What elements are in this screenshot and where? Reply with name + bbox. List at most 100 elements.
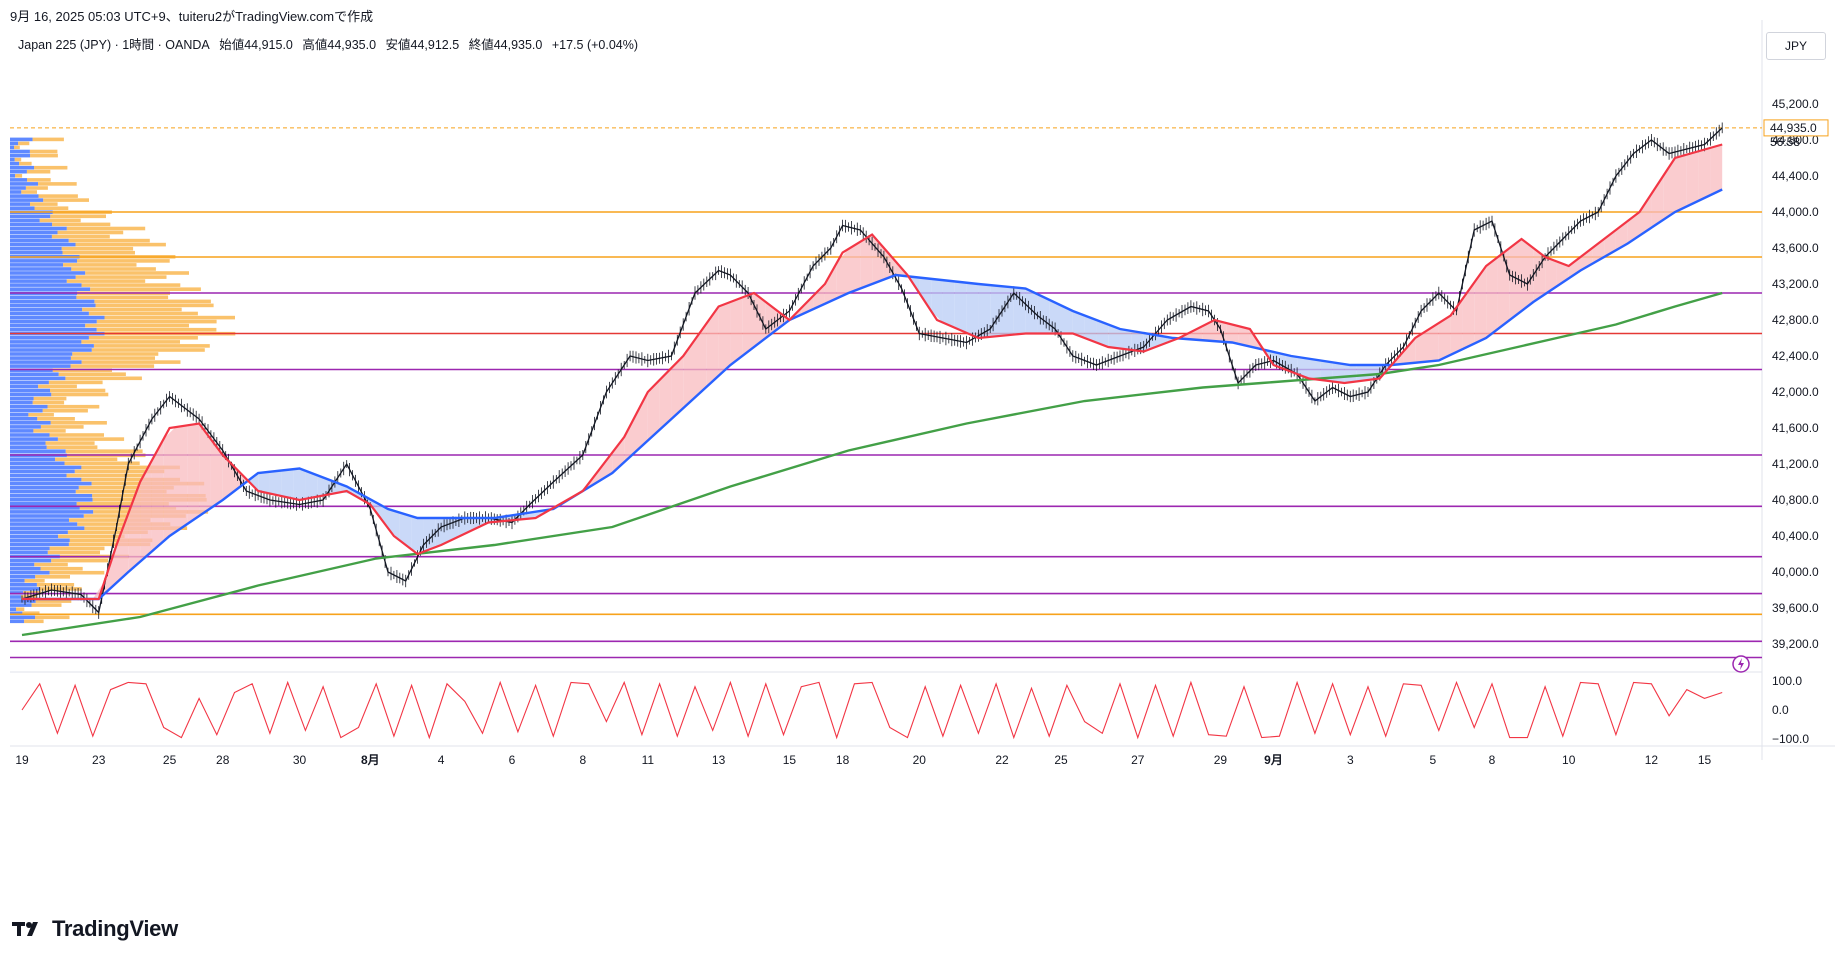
volume-profile-bar-down [77, 259, 170, 263]
ohlc-open: 始値44,915.0 [219, 38, 293, 52]
currency-selector[interactable]: JPY [1766, 32, 1826, 60]
volume-profile-bar-up [10, 477, 82, 482]
ema-cloud-segment [1698, 147, 1711, 201]
ema-cloud-segment [1415, 330, 1427, 363]
volume-profile-bar-up [10, 214, 51, 219]
volume-profile-bar-down [34, 165, 68, 170]
volume-profile-bar-down [82, 307, 182, 312]
volume-profile-bar-down [47, 550, 100, 555]
x-tick-label: 11 [642, 753, 655, 767]
volume-profile-bar-down [16, 607, 25, 611]
ema-cloud-segment [659, 368, 672, 430]
volume-profile-bar-down [35, 575, 70, 579]
ema-cloud-segment [718, 302, 731, 376]
volume-profile-bar-up [10, 489, 76, 494]
ema-cloud-segment [966, 282, 979, 338]
volume-profile-bar-up [10, 384, 39, 389]
ema-cloud-segment [1061, 305, 1073, 334]
volume-profile-bar-up [10, 246, 62, 251]
ema-cloud-segment [1710, 144, 1723, 196]
volume-profile-bar-down [66, 226, 146, 231]
symbol-name[interactable]: Japan 225 (JPY) · 1時間 · OANDA [18, 38, 210, 52]
volume-profile-bar-down [104, 315, 235, 320]
ema-cloud-segment [1084, 315, 1097, 343]
volume-profile-bar-up [10, 469, 75, 474]
volume-profile-bar-down [30, 153, 58, 158]
ema-cloud-segment [1438, 315, 1451, 361]
volume-profile-bar-down [72, 352, 159, 356]
ema-cloud-segment [1403, 338, 1416, 364]
volume-profile-bar-up [10, 502, 77, 506]
y-tick-label: 45,200.0 [1772, 97, 1819, 111]
volume-profile-bar-up [10, 550, 48, 555]
volume-profile-bar-down [66, 279, 146, 283]
ema-cloud-segment [411, 516, 424, 552]
ema-cloud-segment [954, 281, 967, 333]
alert-lightning-icon [1732, 655, 1750, 673]
ohlc-change: +17.5 (+0.04%) [551, 38, 639, 52]
x-tick-label: 8 [579, 753, 586, 767]
volume-profile-bar-up [10, 575, 36, 579]
x-tick-label: 8 [1489, 753, 1496, 767]
ema-cloud-segment [1474, 266, 1487, 344]
y-tick-label: 44,800.0 [1772, 133, 1819, 147]
volume-profile-bar-down [68, 542, 151, 547]
ema-cloud-segment [1120, 329, 1132, 350]
volume-profile-bar-down [37, 417, 75, 421]
ema-cloud-segment [1190, 326, 1203, 341]
ema-cloud-segment [1108, 324, 1120, 349]
x-tick-label: 15 [1698, 753, 1712, 767]
alert-icon-bolt [1738, 658, 1744, 670]
ema-cloud-segment [116, 513, 129, 583]
volume-profile-bar-down [38, 194, 78, 198]
volume-profile-bar-down [38, 182, 77, 186]
volume-profile-bar-down [75, 489, 167, 494]
volume-profile-bar-up [10, 206, 35, 210]
x-tick-label: 18 [836, 753, 850, 767]
volume-profile-bar-down [49, 433, 104, 437]
ema-cloud-segment [636, 392, 648, 452]
volume-profile-bar-up [10, 137, 33, 142]
volume-profile-bar-up [10, 514, 84, 518]
y-tick-label: 41,200.0 [1772, 457, 1819, 471]
volume-profile-bar-up [10, 506, 80, 510]
volume-profile-bar-down [24, 619, 44, 624]
volume-profile-bar-up [10, 356, 71, 360]
ema-fast-line [22, 143, 1723, 601]
ema-cloud-segment [281, 469, 294, 499]
volume-profile-bar-down [57, 230, 124, 235]
tradingview-logo-icon [12, 922, 38, 936]
ema-cloud-segment [1002, 286, 1014, 336]
x-tick-label: 19 [15, 753, 29, 767]
ema-cloud-segment [1545, 257, 1557, 295]
volume-profile-bar-up [10, 157, 15, 162]
volume-profile-bar-up [10, 599, 36, 603]
volume-profile-bar-up [10, 413, 29, 417]
x-tick-label: 9月 [1264, 753, 1283, 767]
ema-cloud-segment [1320, 360, 1333, 382]
volume-profile-bar-down [70, 364, 155, 368]
ohlc-high: 高値44,935.0 [302, 38, 377, 52]
x-tick-label: 23 [92, 753, 106, 767]
volume-profile-bar-up [10, 421, 51, 425]
ema-cloud-segment [376, 502, 388, 529]
volume-profile-bar-up [10, 429, 34, 433]
tradingview-logo[interactable]: TradingView [12, 916, 178, 942]
volume-profile-bar-down [74, 469, 165, 474]
ema-cloud-segment [671, 356, 684, 419]
volume-profile-bar-up [10, 449, 66, 453]
y-tick-label: 44,000.0 [1772, 205, 1819, 219]
y-tick-label: 43,600.0 [1772, 241, 1819, 255]
volume-profile-bar-up [10, 287, 91, 291]
volume-profile-bar-down [75, 242, 166, 247]
volume-profile-bar-down [61, 246, 134, 251]
volume-profile-bar-up [10, 271, 86, 275]
volume-profile-bar-up [10, 348, 92, 352]
ema-slow-line [21, 291, 1723, 637]
y-tick-label: 40,000.0 [1772, 565, 1819, 579]
volume-profile-bar-up [10, 461, 65, 466]
ema-cloud-segment [919, 277, 932, 311]
volume-profile-bar-up [10, 566, 41, 571]
volume-profile-bar-up [10, 250, 63, 255]
